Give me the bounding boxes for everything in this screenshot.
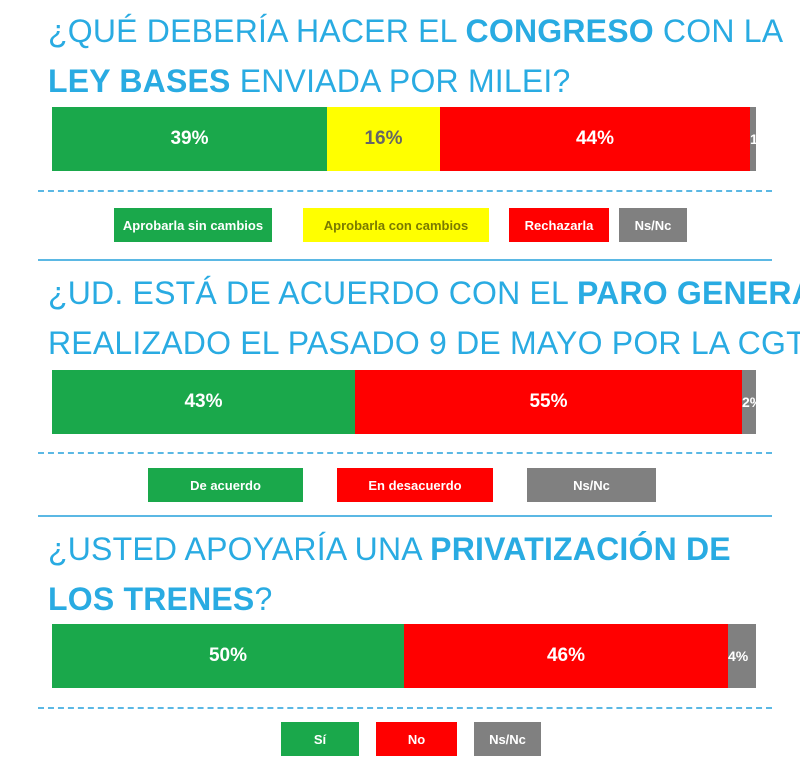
divider-dashed-2 — [38, 452, 772, 454]
legend-item: En desacuerdo — [337, 468, 493, 502]
bar-data-label: 55% — [529, 391, 568, 412]
title-text: CON LA — [653, 13, 784, 49]
bar-segment: 46% — [404, 624, 728, 688]
title-text: ¿QUÉ DEBERÍA HACER EL — [48, 13, 466, 49]
legend-item: Ns/Nc — [619, 208, 687, 242]
question-3-title: ¿USTED APOYARÍA UNA PRIVATIZACIÓN DE LOS … — [48, 524, 788, 624]
bar-data-label: 1% — [750, 131, 756, 147]
title-emphasis: PARO GENERAL — [576, 275, 800, 311]
title-emphasis: LOS TRENES — [48, 581, 255, 617]
divider-solid-2 — [38, 515, 772, 517]
title-emphasis: PRIVATIZACIÓN DE — [430, 531, 731, 567]
chart-3-bar: 50% 46% 4% — [52, 624, 756, 688]
bar-data-label: 46% — [546, 645, 586, 666]
title-text: ? — [254, 581, 273, 617]
bar-segment: 39% — [52, 107, 327, 171]
legend-item: No — [376, 722, 457, 756]
legend-item: De acuerdo — [148, 468, 303, 502]
bar-segment: 1% — [750, 107, 756, 171]
question-2-title: ¿UD. ESTÁ DE ACUERDO CON EL PARO GENERAL… — [48, 268, 800, 368]
chart-1-bar: 39% 16% 44% 1% — [52, 107, 756, 171]
legend-item: Ns/Nc — [527, 468, 656, 502]
bar-segment: 55% — [355, 370, 742, 434]
bar-data-label: 4% — [728, 648, 749, 664]
question-1-title: ¿QUÉ DEBERÍA HACER EL CONGRESO CON LA LEY… — [48, 6, 788, 106]
bar-segment: 50% — [52, 624, 404, 688]
chart-2-bar: 43% 55% 2% — [52, 370, 756, 434]
bar-data-label: 50% — [208, 645, 248, 666]
bar-data-label: 43% — [184, 391, 223, 412]
bar-segment: 44% — [440, 107, 750, 171]
title-emphasis: CONGRESO — [465, 13, 654, 49]
bar-segment: 2% — [742, 370, 756, 434]
divider-dashed-1 — [38, 190, 772, 192]
title-emphasis: LEY BASES — [48, 63, 231, 99]
bar-data-label: 39% — [170, 128, 209, 149]
title-text: ¿USTED APOYARÍA UNA — [48, 531, 431, 567]
title-text: ¿UD. ESTÁ DE ACUERDO CON EL — [48, 275, 577, 311]
bar-segment: 43% — [52, 370, 355, 434]
legend-item: Rechazarla — [509, 208, 609, 242]
legend-item: Sí — [281, 722, 359, 756]
bar-data-label: 16% — [364, 128, 403, 149]
title-text: REALIZADO EL PASADO 9 DE MAYO POR LA CGT… — [48, 325, 800, 361]
bar-data-label: 44% — [575, 128, 615, 149]
divider-solid-1 — [38, 259, 772, 261]
bar-data-label: 2% — [742, 394, 756, 410]
divider-dashed-3 — [38, 707, 772, 709]
legend-item: Ns/Nc — [474, 722, 541, 756]
legend-item: Aprobarla con cambios — [303, 208, 489, 242]
bar-segment: 4% — [728, 624, 756, 688]
title-text: ENVIADA POR MILEI? — [230, 63, 571, 99]
bar-segment: 16% — [327, 107, 440, 171]
legend-item: Aprobarla sin cambios — [114, 208, 272, 242]
